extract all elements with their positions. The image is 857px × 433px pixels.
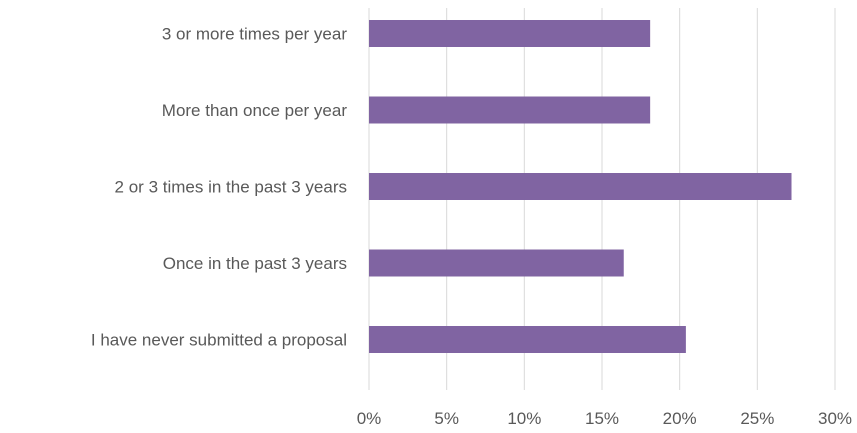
category-label: 2 or 3 times in the past 3 years — [115, 178, 347, 197]
x-tick-label: 0% — [357, 409, 382, 428]
bar — [369, 96, 651, 124]
bar — [369, 249, 624, 277]
category-label: I have never submitted a proposal — [91, 331, 347, 350]
bar — [369, 326, 686, 353]
bar — [369, 173, 792, 200]
x-tick-label: 25% — [740, 409, 774, 428]
x-tick-label: 20% — [663, 409, 697, 428]
category-label: 3 or more times per year — [162, 25, 348, 44]
x-axis-tick-labels: 0% 5% 10% 15% 20% 25% 30% — [357, 409, 852, 428]
category-labels: 3 or more times per year More than once p… — [91, 25, 347, 350]
category-label: More than once per year — [162, 101, 348, 120]
bar — [369, 20, 651, 47]
x-tick-label: 15% — [585, 409, 619, 428]
x-tick-label: 5% — [434, 409, 459, 428]
bars — [369, 20, 792, 353]
category-label: Once in the past 3 years — [163, 254, 347, 273]
x-tick-label: 10% — [507, 409, 541, 428]
x-tick-label: 30% — [818, 409, 852, 428]
